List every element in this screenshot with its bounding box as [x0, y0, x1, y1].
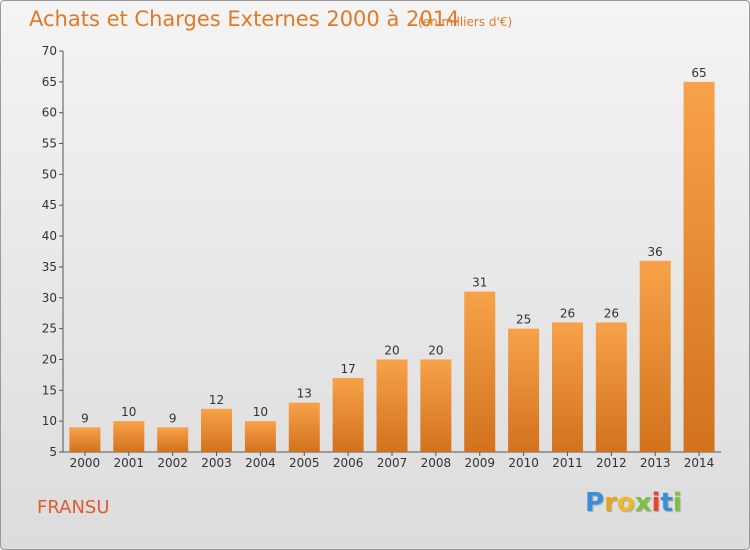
y-tick-label: 20 — [42, 352, 57, 366]
data-label-2002: 9 — [169, 411, 177, 425]
logo-letter: i — [651, 488, 661, 518]
y-tick-label: 70 — [42, 44, 57, 58]
y-tick-label: 25 — [42, 322, 57, 336]
bar-2007 — [376, 359, 408, 452]
data-label-2014: 65 — [691, 66, 706, 80]
bar-2006 — [332, 377, 364, 452]
x-tick-label-2003: 2003 — [201, 456, 232, 470]
x-tick-label-2000: 2000 — [70, 456, 101, 470]
y-tick-label: 60 — [42, 106, 57, 120]
bar-2010 — [508, 328, 540, 452]
commune-name: FRANSU — [37, 497, 110, 518]
data-label-2011: 26 — [560, 306, 575, 320]
bar-2003 — [201, 408, 233, 452]
data-label-2007: 20 — [384, 343, 399, 357]
bar-2011 — [551, 322, 583, 452]
logo-letter: P — [585, 488, 605, 518]
proxiti-logo: Proxiti — [585, 488, 682, 518]
x-tick-label-2004: 2004 — [245, 456, 276, 470]
y-tick-label: 40 — [42, 229, 57, 243]
x-tick-label-2014: 2014 — [684, 456, 715, 470]
x-tick-label-2013: 2013 — [640, 456, 671, 470]
data-label-2013: 36 — [648, 245, 663, 259]
bar-2002 — [157, 427, 189, 452]
logo-letter: t — [660, 488, 673, 518]
bar-2004 — [244, 421, 276, 452]
y-tick-label: 50 — [42, 167, 57, 181]
y-tick-label: 5 — [49, 445, 57, 459]
y-tick-label: 65 — [42, 75, 57, 89]
logo-letter: i — [672, 488, 682, 518]
chart-title: Achats et Charges Externes 2000 à 2014 — [29, 7, 460, 31]
x-tick-label-2010: 2010 — [508, 456, 539, 470]
data-label-2005: 13 — [297, 387, 312, 401]
bar-2012 — [595, 322, 627, 452]
chart-bars — [69, 81, 715, 452]
data-label-2004: 10 — [253, 405, 268, 419]
data-label-2009: 31 — [472, 276, 487, 290]
y-tick-label: 30 — [42, 291, 57, 305]
y-tick-label: 15 — [42, 383, 57, 397]
data-label-2001: 10 — [121, 405, 136, 419]
bar-2005 — [288, 402, 320, 452]
bar-2000 — [69, 427, 101, 452]
bar-2009 — [464, 291, 496, 452]
x-tick-label-2006: 2006 — [333, 456, 364, 470]
x-tick-label-2007: 2007 — [377, 456, 408, 470]
x-tick-label-2009: 2009 — [464, 456, 495, 470]
data-label-2010: 25 — [516, 313, 531, 327]
data-label-2012: 26 — [604, 306, 619, 320]
x-tick-label-2005: 2005 — [289, 456, 320, 470]
data-label-2008: 20 — [428, 343, 443, 357]
logo-letter: r — [604, 488, 617, 518]
chart-data-labels: 9 10 9 12 10 13 17 20 20 31 25 26 26 36 65 — [81, 66, 707, 425]
bar-2008 — [420, 359, 452, 452]
bar-2001 — [113, 421, 145, 452]
x-tick-label-2011: 2011 — [552, 456, 583, 470]
x-tick-label-2008: 2008 — [421, 456, 452, 470]
logo-letter: x — [634, 488, 652, 518]
logo-letter: o — [616, 488, 635, 518]
data-label-2000: 9 — [81, 411, 89, 425]
x-tick-label-2012: 2012 — [596, 456, 627, 470]
data-label-2003: 12 — [209, 393, 224, 407]
bar-2014 — [683, 81, 715, 452]
x-tick-label-2002: 2002 — [157, 456, 188, 470]
x-tick-label-2001: 2001 — [114, 456, 145, 470]
data-label-2006: 17 — [340, 362, 355, 376]
bar-2013 — [639, 260, 671, 452]
y-tick-label: 35 — [42, 260, 57, 274]
y-tick-label: 45 — [42, 198, 57, 212]
y-tick-label: 55 — [42, 137, 57, 151]
y-tick-label: 10 — [42, 414, 57, 428]
chart-subtitle: (en milliers d'€) — [418, 15, 513, 29]
chart-axes: 5 10 15 20 25 30 35 40 45 50 55 60 65 70 2000 2001 2002 2… — [42, 44, 721, 470]
